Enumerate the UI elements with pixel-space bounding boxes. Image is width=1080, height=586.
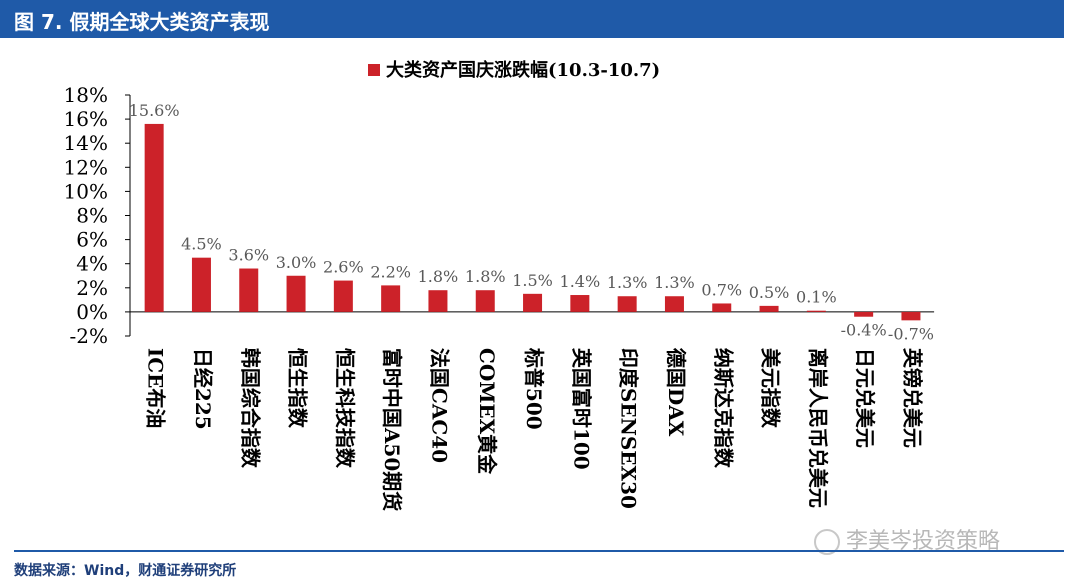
legend-label: 大类资产国庆涨跌幅(10.3-10.7) (386, 59, 660, 81)
y-tick-label: 8% (76, 204, 108, 228)
bar (806, 310, 826, 312)
category-label: 韩国综合指数 (238, 348, 262, 469)
data-label: -0.7% (888, 324, 934, 343)
category-label: 日元兑美元 (853, 348, 877, 448)
data-label: 1.3% (654, 273, 695, 292)
y-tick-label: 0% (76, 300, 108, 324)
bar (617, 296, 637, 312)
data-label: 2.6% (323, 258, 364, 277)
category-label: 标普500 (522, 348, 546, 430)
data-label: 0.5% (749, 283, 790, 302)
category-label: 恒生指数 (286, 348, 310, 429)
bar (854, 311, 874, 317)
watermark: 李美岑投资策略 (814, 523, 1000, 555)
data-label: 1.5% (512, 271, 553, 290)
data-label: 1.8% (465, 267, 506, 286)
category-label: 纳斯达克指数 (711, 348, 735, 469)
y-tick-label: 2% (76, 276, 108, 300)
category-label: ICE布油 (144, 348, 168, 429)
bar (191, 257, 211, 312)
y-tick-label: 12% (64, 155, 108, 179)
category-label: 英镑兑美元 (900, 348, 924, 448)
watermark-text: 李美岑投资策略 (846, 529, 1001, 554)
data-label: -0.4% (841, 321, 887, 340)
category-label: 印度SENSEX30 (617, 348, 641, 509)
bar (570, 295, 590, 312)
bar (523, 293, 543, 312)
data-label: 3.0% (276, 253, 317, 272)
y-tick-label: 6% (76, 228, 108, 252)
category-label: COMEX黄金 (475, 348, 499, 475)
bar-chart: 大类资产国庆涨跌幅(10.3-10.7)-2%0%2%4%6%8%10%12%1… (64, 59, 935, 511)
figure-title: 图 7. 假期全球大类资产表现 (14, 10, 270, 34)
bar (381, 285, 401, 312)
bar (286, 275, 306, 312)
source-note: 数据来源：Wind，财通证券研究所 (14, 563, 237, 579)
category-label: 美元指数 (759, 348, 783, 429)
bar (759, 305, 779, 312)
bar (712, 303, 732, 312)
figure-title-bar: 图 7. 假期全球大类资产表现 (0, 0, 1064, 38)
category-label: 德国DAX (664, 348, 688, 437)
data-label: 1.3% (607, 273, 648, 292)
y-tick-label: -2% (70, 324, 109, 348)
category-label: 富时中国A50期货 (380, 348, 404, 511)
data-label: 15.6% (129, 101, 180, 120)
category-label: 法国CAC40 (427, 348, 451, 463)
data-label: 1.8% (418, 267, 459, 286)
y-tick-label: 16% (64, 107, 108, 131)
bar (144, 123, 164, 312)
data-label: 1.4% (560, 272, 601, 291)
data-label: 0.7% (701, 280, 742, 299)
y-tick-label: 14% (64, 131, 108, 155)
legend-swatch (368, 64, 380, 76)
category-label: 离岸人民币兑美元 (806, 348, 830, 508)
category-label: 恒生科技指数 (333, 348, 357, 469)
y-tick-label: 18% (64, 83, 108, 107)
category-label: 日经225 (191, 348, 215, 430)
y-tick-label: 10% (64, 179, 108, 203)
footer-divider (14, 550, 1064, 552)
data-label: 4.5% (181, 235, 222, 254)
bar (428, 290, 448, 312)
bar (901, 311, 921, 321)
bar (475, 290, 495, 312)
bar (239, 268, 259, 312)
wechat-icon (814, 529, 840, 555)
data-label: 3.6% (228, 246, 269, 265)
y-tick-label: 4% (76, 252, 108, 276)
data-label: 0.1% (796, 288, 837, 307)
data-label: 2.2% (370, 262, 411, 281)
bar (664, 296, 684, 312)
bar (333, 280, 353, 312)
category-label: 英国富时100 (569, 348, 593, 470)
